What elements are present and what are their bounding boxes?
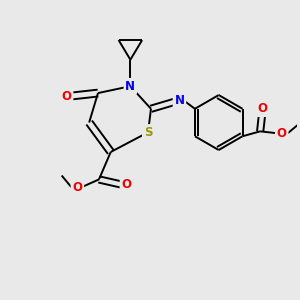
Text: S: S — [144, 126, 152, 139]
Text: O: O — [277, 127, 287, 140]
Text: N: N — [125, 80, 135, 93]
Text: O: O — [257, 102, 267, 115]
Text: O: O — [61, 89, 72, 103]
Text: N: N — [174, 94, 184, 107]
Text: O: O — [122, 178, 131, 191]
Text: O: O — [72, 181, 82, 194]
